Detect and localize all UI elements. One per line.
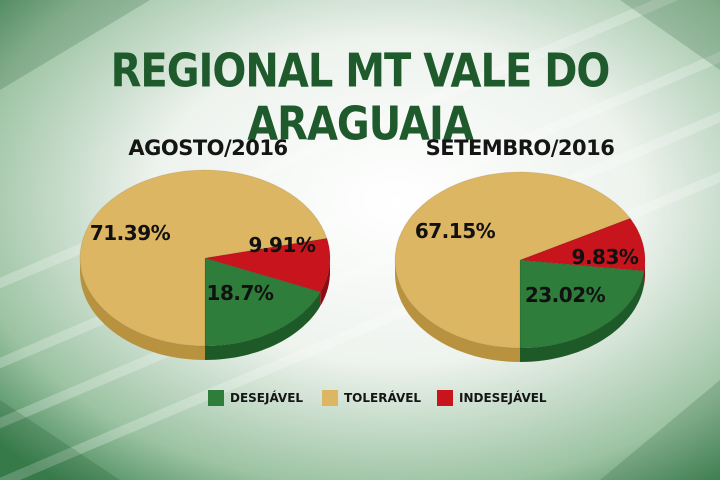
legend-item-desejavel: DESEJÁVEL	[208, 390, 303, 406]
slice-side-toleravel-aug	[80, 258, 205, 360]
slice-side-desejavel-aug	[205, 291, 321, 360]
data-label-indesejavel-sep: 9.83%	[572, 245, 639, 269]
chart-title-august: AGOSTO/2016	[128, 136, 288, 160]
slice-desejavel-sep	[519, 259, 645, 349]
slice-side-indesejavel-sep	[644, 260, 645, 285]
legend-label-toleravel: TOLERÁVEL	[344, 391, 422, 405]
legend-label-indesejavel: INDESEJÁVEL	[459, 391, 547, 405]
legend-swatch-desejavel	[208, 390, 224, 406]
data-label-desejavel-sep: 23.02%	[525, 283, 606, 307]
legend-swatch-indesejavel	[437, 390, 453, 406]
slice-side-indesejavel-aug	[320, 258, 330, 306]
data-label-toleravel-sep: 67.15%	[415, 219, 496, 243]
legend-item-indesejavel: INDESEJÁVEL	[437, 390, 547, 406]
data-label-desejavel-aug: 18.7%	[207, 281, 274, 305]
slice-indesejavel-sep	[519, 217, 646, 272]
legend-item-toleravel: TOLERÁVEL	[322, 390, 421, 406]
slice-side-toleravel-sep	[395, 260, 520, 362]
main-title: REGIONAL MT VALE DO ARAGUAIA	[110, 45, 611, 151]
pie-sep: 23.02% 9.83% 67.15%	[394, 171, 646, 362]
slice-desejavel-aug	[204, 257, 322, 347]
legend-label-desejavel: DESEJÁVEL	[230, 391, 304, 405]
legend: DESEJÁVEL TOLERÁVEL INDESEJÁVEL	[0, 390, 720, 414]
pie-aug: 18.7% 9.91% 71.39%	[79, 169, 331, 360]
slice-side-desejavel-sep	[520, 270, 644, 362]
slice-indesejavel-aug	[204, 237, 331, 293]
chart-title-september: SETEMBRO/2016	[425, 136, 615, 160]
legend-swatch-toleravel	[322, 390, 338, 406]
slice-toleravel-aug	[79, 169, 328, 347]
slice-toleravel-sep	[394, 171, 631, 349]
data-label-toleravel-aug: 71.39%	[90, 221, 171, 245]
data-label-indesejavel-aug: 9.91%	[249, 233, 316, 257]
